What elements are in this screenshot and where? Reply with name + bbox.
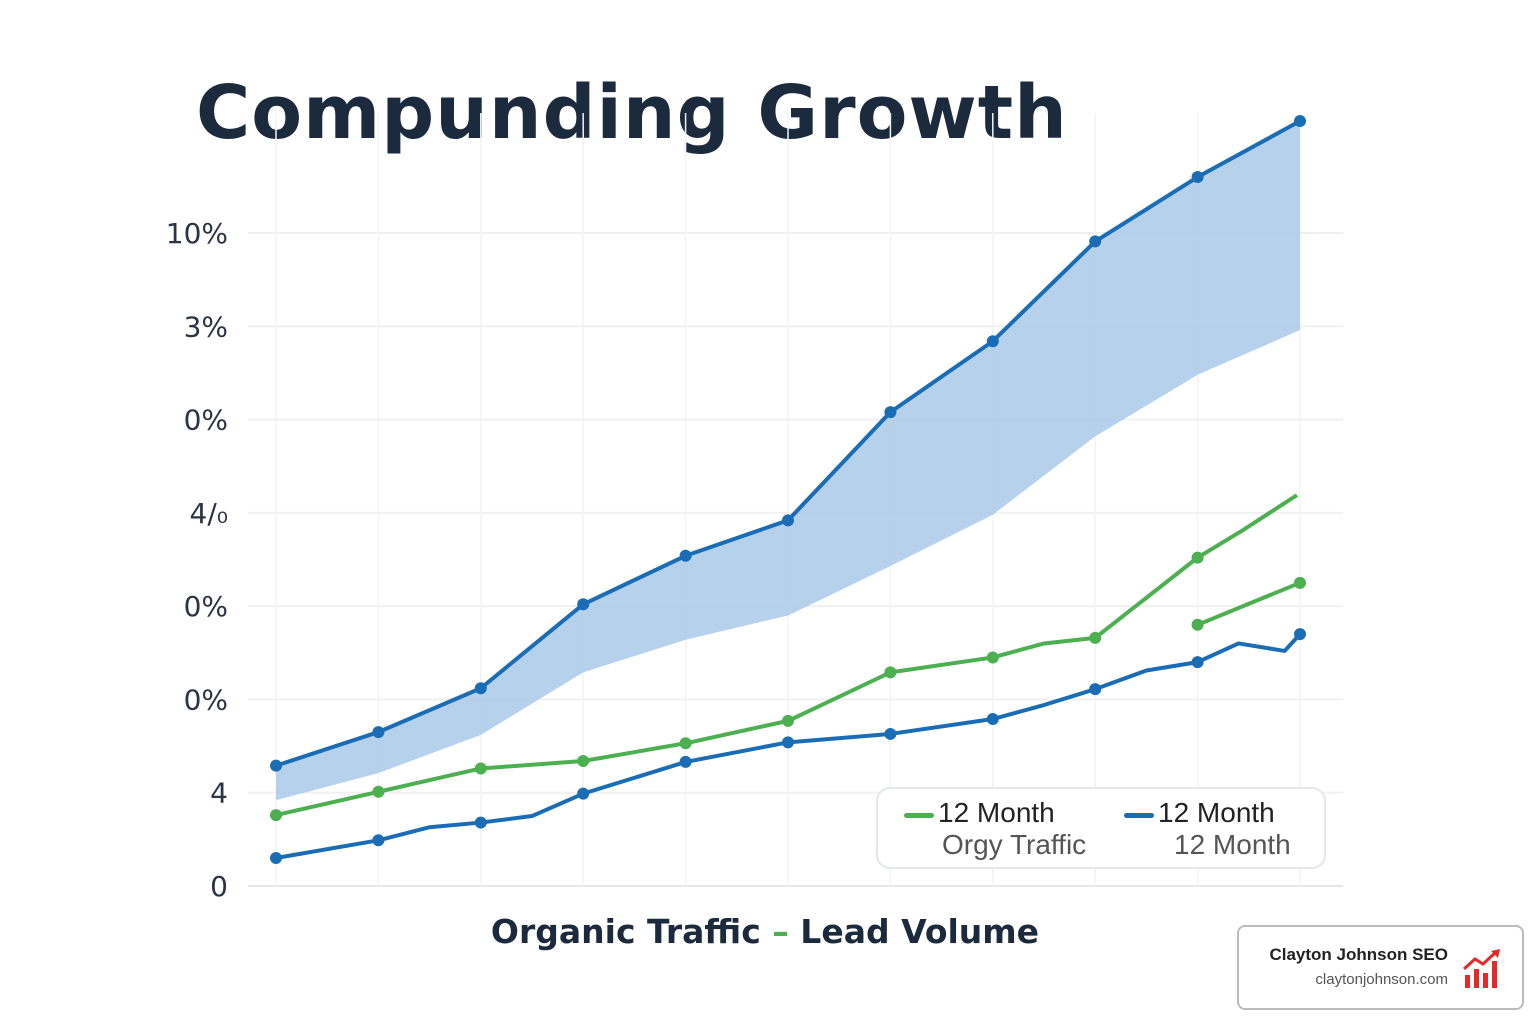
data-point [679, 549, 692, 562]
data-point [782, 514, 794, 527]
data-point [1191, 656, 1204, 669]
data-point [372, 726, 385, 739]
data-point [1089, 683, 1102, 696]
data-point [986, 335, 999, 348]
data-point [1089, 235, 1102, 248]
data-point [782, 714, 794, 727]
brand-badge: Clayton Johnson SEO claytonjohnson.com [1237, 925, 1524, 1010]
series-line-2 [1196, 580, 1301, 627]
growth-chart-icon [1463, 949, 1500, 988]
data-point [679, 755, 692, 768]
legend: 12 Month Orgy Traffic 12 Month 12 Month [876, 787, 1326, 869]
legend-label: 12 Month [1158, 797, 1275, 828]
data-point [474, 762, 487, 775]
data-point [372, 834, 385, 847]
x-label-dash: – [772, 912, 789, 951]
x-label-part: Lead Volume [800, 912, 1040, 951]
data-point [679, 737, 692, 750]
y-tick-label: 0 [210, 870, 228, 903]
data-point [986, 713, 999, 726]
y-tick-label: 4 [210, 777, 228, 810]
data-point [474, 816, 487, 829]
data-point [884, 727, 897, 740]
data-point [884, 666, 897, 679]
legend-sublabel: 12 Month [1174, 829, 1291, 860]
data-point [577, 754, 590, 767]
brand-name: Clayton Johnson SEO [1269, 945, 1448, 964]
y-tick-label: 10% [166, 217, 228, 250]
y-tick-label: 0% [184, 590, 228, 623]
y-tick-label: 0% [184, 683, 228, 716]
y-tick-label: 4/₀ [190, 497, 228, 530]
data-point [1294, 576, 1306, 589]
data-point [782, 736, 794, 749]
data-point [1294, 628, 1306, 641]
data-point [474, 682, 487, 695]
legend-label: 12 Month [938, 797, 1055, 828]
data-point [270, 809, 282, 822]
y-tick-label: 3% [184, 310, 228, 343]
data-point [884, 406, 897, 419]
data-point [1191, 551, 1204, 564]
data-point [577, 598, 590, 611]
chart-title: Compunding Growth [196, 70, 1068, 156]
data-point [1089, 631, 1102, 644]
legend-sublabel: Orgy Traffic [942, 829, 1087, 860]
data-point [577, 787, 590, 800]
x-axis-label: Organic Traffic – Lead Volume [0, 912, 1530, 951]
data-point [1191, 171, 1204, 184]
data-point [270, 759, 282, 772]
legend-swatch-blue [1124, 813, 1154, 818]
data-point [270, 852, 282, 865]
legend-swatch-green [904, 813, 934, 818]
data-point [372, 785, 385, 798]
data-point [1191, 618, 1204, 631]
brand-url: claytonjohnson.com [1315, 971, 1448, 988]
data-point [986, 651, 999, 664]
y-tick-label: 0% [184, 404, 228, 437]
data-point [1294, 115, 1306, 128]
x-label-part: Organic Traffic [490, 912, 761, 951]
